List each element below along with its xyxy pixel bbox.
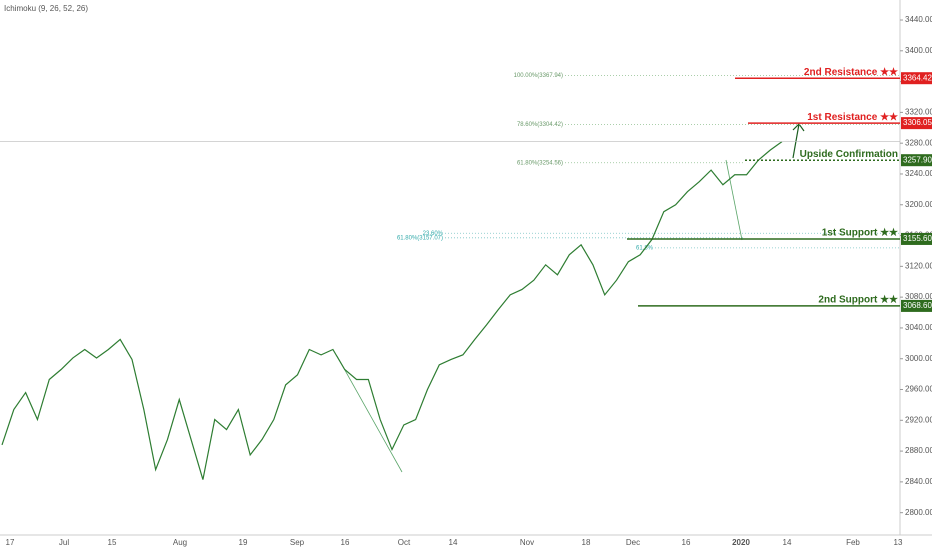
- x-tick-label: 16: [341, 538, 350, 547]
- y-tick-label: 3320.00: [905, 107, 932, 116]
- y-tick-label: 2920.00: [905, 415, 932, 424]
- x-tick-label: Nov: [520, 538, 534, 547]
- x-tick-label: Dec: [626, 538, 640, 547]
- level-price-box: [901, 72, 932, 85]
- x-tick-label: 16: [682, 538, 691, 547]
- x-tick-label: 14: [449, 538, 458, 547]
- level-price-label: 3306.05: [903, 118, 932, 127]
- x-tick-label: 18: [582, 538, 591, 547]
- y-tick-label: 3040.00: [905, 323, 932, 332]
- x-tick-label: 19: [239, 538, 248, 547]
- arrow: [792, 123, 800, 159]
- fib-label: 100.00%(3367.94): [514, 73, 563, 79]
- y-tick-label: 3240.00: [905, 169, 932, 178]
- fib-label: 61.80%(3254.56): [517, 160, 563, 166]
- level-label: 2nd Support ★★: [818, 295, 898, 306]
- y-tick-label: 3000.00: [905, 354, 932, 363]
- y-tick-label: 2840.00: [905, 477, 932, 486]
- level-price-label: 3068.60: [903, 301, 932, 310]
- x-tick-label: Jul: [59, 538, 69, 547]
- y-tick-label: 3440.00: [905, 15, 932, 24]
- y-tick-label: 2800.00: [905, 508, 932, 517]
- level-label: 2nd Resistance ★★: [804, 67, 898, 78]
- arrow: [725, 159, 743, 241]
- x-tick-label: Feb: [846, 538, 860, 547]
- fib-label: 78.60%(3304.42): [517, 122, 563, 128]
- x-tick-label: 14: [783, 538, 792, 547]
- y-tick-label: 2880.00: [905, 446, 932, 455]
- y-tick-label: 3400.00: [905, 46, 932, 55]
- arrow: [336, 355, 403, 473]
- level-label: 1st Support ★★: [822, 228, 898, 239]
- x-tick-label: Aug: [173, 538, 187, 547]
- level-price-box: [901, 154, 932, 167]
- fib-label: 61.80%(3157.07): [397, 235, 443, 241]
- drawings: [336, 159, 743, 473]
- level-price-box: [901, 232, 932, 245]
- level-label: Upside Confirmation: [800, 149, 898, 160]
- y-tick-label: 3200.00: [905, 200, 932, 209]
- level-price-label: 3364.42: [903, 73, 932, 82]
- level-label: 1st Resistance ★★: [807, 112, 898, 123]
- indicator-label: Ichimoku (9, 26, 52, 26): [4, 4, 88, 13]
- y-tick-label: 3080.00: [905, 292, 932, 301]
- fib-label: 23.60%: [423, 231, 444, 237]
- x-tick-label: 13: [894, 538, 903, 547]
- x-tick-label: 15: [108, 538, 117, 547]
- level-price-label: 3257.90: [903, 155, 932, 164]
- level-price-box: [901, 117, 932, 130]
- y-tick-label: 2960.00: [905, 385, 932, 394]
- level-price-box: [901, 299, 932, 312]
- x-tick-label: 2020: [732, 538, 750, 547]
- y-tick-label: 3280.00: [905, 138, 932, 147]
- x-tick-label: 17: [6, 538, 15, 547]
- x-tick-label: Sep: [290, 538, 305, 547]
- y-tick-label: 3120.00: [905, 261, 932, 270]
- x-tick-label: Oct: [398, 538, 411, 547]
- level-price-label: 3155.60: [903, 234, 932, 243]
